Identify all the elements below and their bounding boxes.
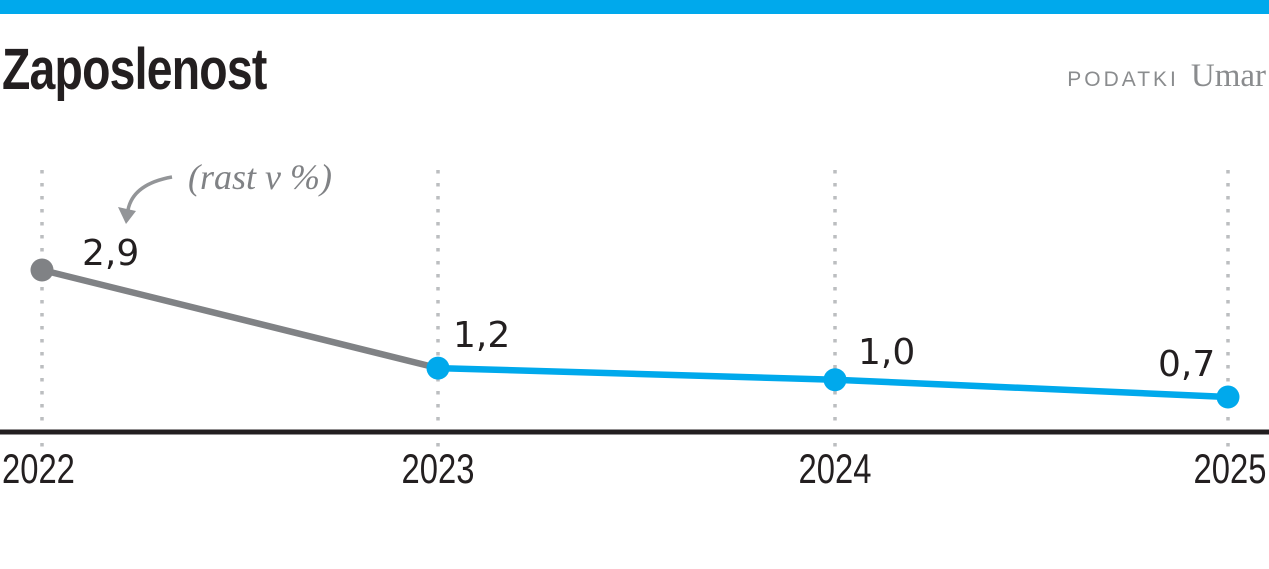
- x-tick-2024: 2024: [798, 445, 872, 492]
- data-source: PODATKI Umar: [1067, 58, 1266, 95]
- value-label-2024: 1,0: [858, 332, 916, 373]
- x-tick-2022: 2022: [2, 445, 75, 492]
- source-label: PODATKI: [1067, 68, 1179, 91]
- line-segments: [38, 266, 1232, 401]
- value-label-2025: 0,7: [1158, 344, 1216, 385]
- x-tick-2025: 2025: [1193, 445, 1266, 492]
- x-tick-2023: 2023: [401, 445, 475, 492]
- value-label-2023: 1,2: [453, 315, 511, 356]
- accent-top-bar: [0, 0, 1269, 14]
- unit-annotation: (rast v %): [188, 157, 332, 197]
- value-label-2022: 2,9: [82, 233, 140, 274]
- chart-title: Zaposlenost: [2, 37, 267, 102]
- data-points: [30, 258, 1240, 409]
- annotation-arrow: [118, 175, 173, 224]
- source-name: Umar: [1190, 58, 1266, 94]
